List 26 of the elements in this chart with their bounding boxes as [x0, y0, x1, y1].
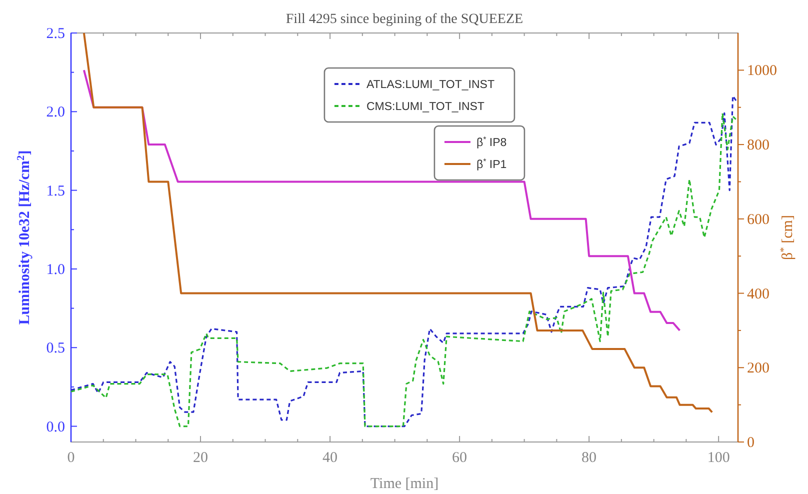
y2-tick-label: 1000 — [747, 63, 777, 80]
y-tick-label: 0.0 — [46, 419, 65, 436]
chart-title: Fill 4295 since begining of the SQUEEZE — [286, 12, 524, 27]
x-tick-label: 0 — [67, 450, 75, 466]
x-tick-label: 20 — [193, 450, 208, 466]
line-series — [82, 69, 681, 332]
x-tick-label: 40 — [322, 450, 338, 466]
legend-label: ATLAS:LUMI_TOT_INST — [366, 79, 494, 91]
x-axis-title: Time [min] — [370, 476, 439, 492]
y2-tick-label: 800 — [747, 138, 770, 154]
y2-tick-label: 0 — [747, 435, 754, 451]
y-tick-label: 2.5 — [46, 26, 65, 42]
line-series — [82, 32, 714, 414]
legend-label: β$^{*}$ IP1 — [476, 156, 507, 171]
x-tick-label: 80 — [582, 450, 597, 466]
y2-tick-label: 200 — [747, 360, 770, 377]
legend-label: β$^{*}$ IP8 — [476, 134, 507, 149]
y-tick-label: 0.5 — [46, 340, 65, 357]
y2-tick-label: 600 — [747, 212, 770, 228]
x-tick-label: 60 — [452, 450, 468, 466]
y-tick-label: 1.0 — [46, 262, 65, 278]
y2-tick-label: 400 — [747, 286, 770, 302]
x-tick-label: 100 — [707, 450, 730, 466]
y-tick-label: 1.5 — [46, 183, 65, 200]
y-tick-label: 2.0 — [46, 104, 65, 121]
legend-label: CMS:LUMI_TOT_INST — [366, 101, 484, 113]
